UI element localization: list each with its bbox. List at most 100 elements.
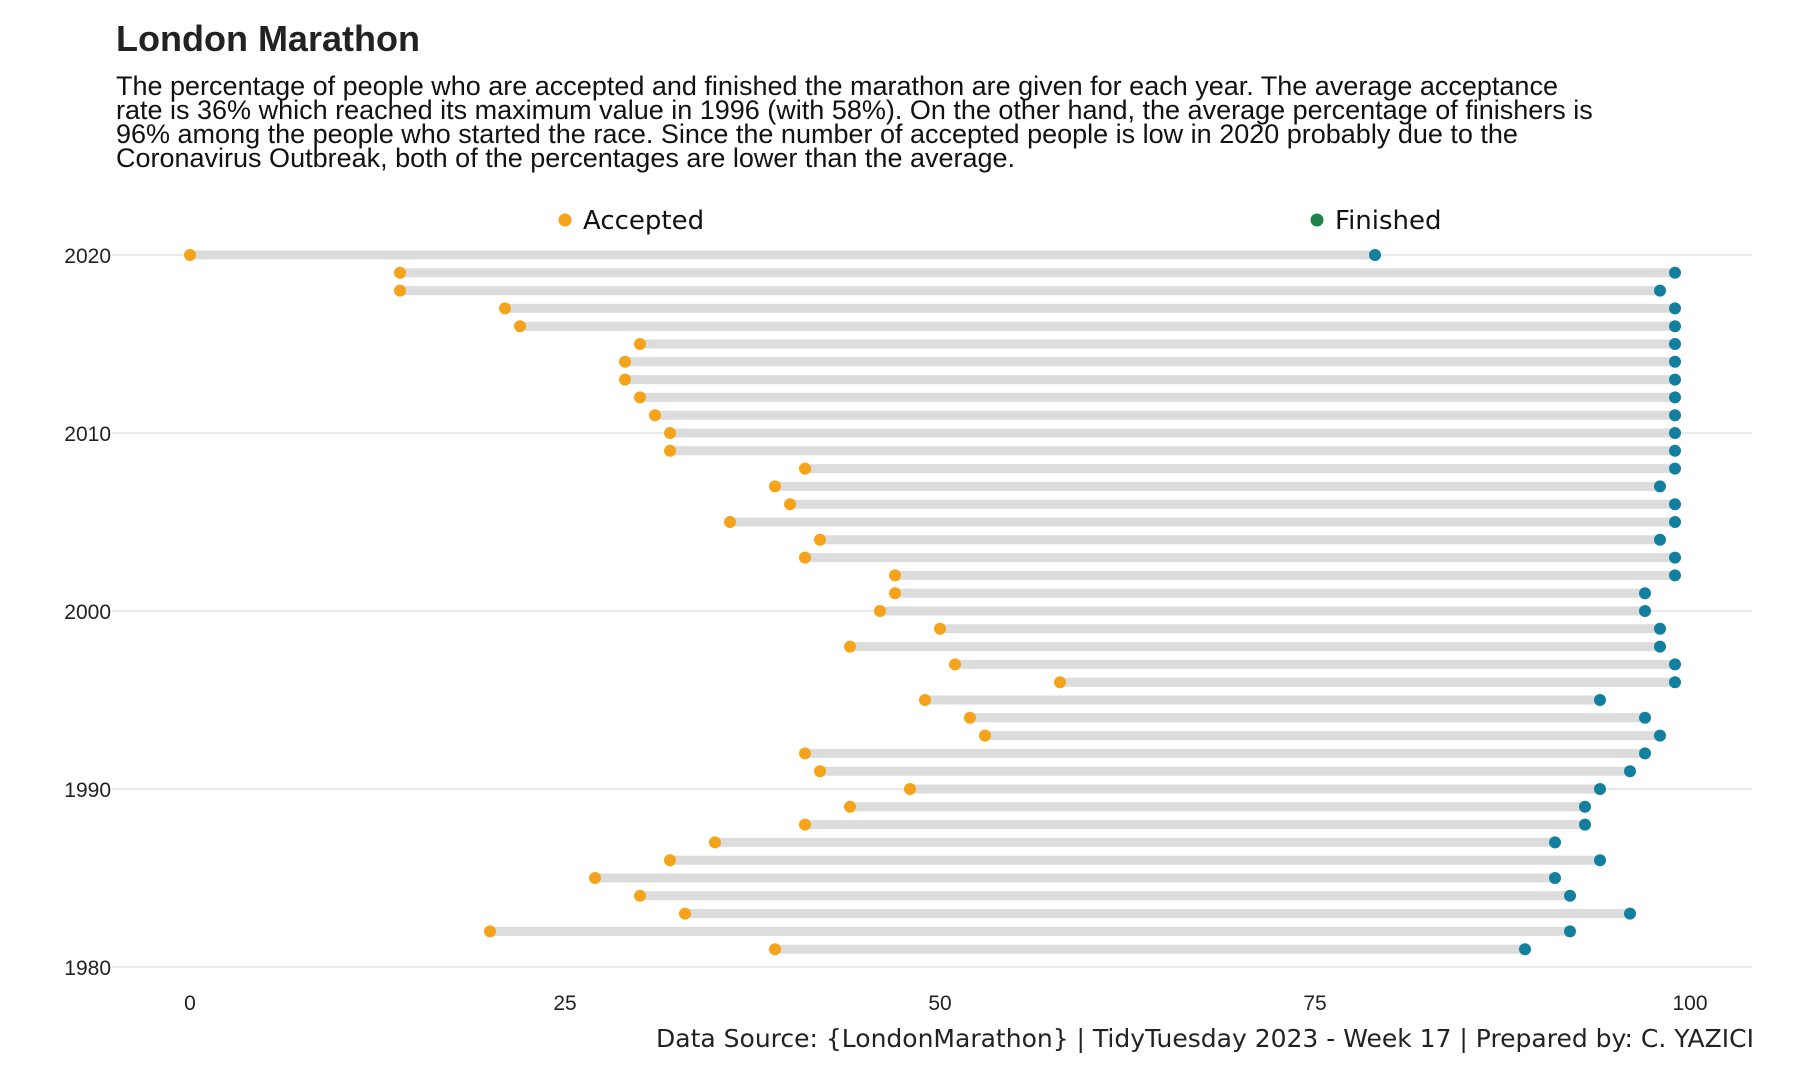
finished-point-2007: [1654, 480, 1666, 493]
accepted-point-1999: [934, 622, 946, 635]
finished-point-1994: [1639, 711, 1651, 724]
accepted-point-1991: [814, 765, 826, 778]
accepted-point-2012: [634, 391, 646, 404]
finished-point-1982: [1564, 925, 1576, 938]
finished-point-2013: [1669, 373, 1681, 386]
finished-point-2001: [1639, 587, 1651, 600]
finished-point-1993: [1654, 729, 1666, 742]
finished-point-2018: [1654, 284, 1666, 297]
accepted-point-2015: [634, 338, 646, 350]
finished-point-1995: [1594, 694, 1606, 706]
accepted-point-2016: [514, 320, 526, 333]
accepted-point-2018: [394, 284, 406, 297]
finished-point-2017: [1669, 302, 1681, 315]
accepted-point-1995: [919, 694, 931, 706]
accepted-point-1997: [949, 658, 961, 671]
legend-label-finished: Finished: [1335, 206, 1442, 236]
x-tick-label-75: 75: [1303, 992, 1326, 1015]
accepted-point-1985: [589, 872, 601, 884]
accepted-point-2014: [619, 355, 631, 368]
finished-point-1999: [1654, 622, 1666, 635]
accepted-point-2017: [499, 302, 511, 315]
accepted-point-2001: [889, 587, 901, 600]
finished-point-2010: [1669, 427, 1681, 439]
finished-point-1990: [1594, 783, 1606, 795]
accepted-point-1998: [844, 640, 856, 653]
y-tick-label-1990: 1990: [64, 779, 111, 802]
accepted-point-1994: [964, 711, 976, 724]
x-tick-label-50: 50: [928, 992, 951, 1015]
accepted-point-2011: [649, 409, 661, 422]
accepted-point-2003: [799, 551, 811, 564]
accepted-point-1986: [664, 854, 676, 867]
finished-point-1986: [1594, 854, 1606, 867]
finished-point-2006: [1669, 498, 1681, 511]
accepted-point-1992: [799, 747, 811, 760]
chart-title: London Marathon: [116, 18, 420, 59]
accepted-point-1984: [634, 889, 646, 902]
accepted-point-2019: [394, 266, 406, 279]
accepted-point-1990: [904, 783, 916, 795]
finished-point-2014: [1669, 355, 1681, 368]
accepted-point-2008: [799, 462, 811, 475]
finished-point-1984: [1564, 889, 1576, 902]
accepted-point-1981: [769, 943, 781, 956]
finished-point-2016: [1669, 320, 1681, 333]
finished-point-1987: [1549, 836, 1561, 849]
legend-swatch-finished: [1310, 213, 1324, 227]
accepted-point-1987: [709, 836, 721, 849]
y-tick-label-2020: 2020: [64, 245, 111, 268]
accepted-point-2000: [874, 605, 886, 617]
y-tick-label-1980: 1980: [64, 957, 111, 980]
finished-point-1988: [1579, 818, 1591, 831]
accepted-point-2007: [769, 480, 781, 493]
finished-point-1983: [1624, 907, 1636, 920]
legend: Accepted Finished: [558, 206, 1442, 236]
chart-subtitle: The percentage of people who are accepte…: [116, 71, 1593, 173]
x-tick-label-25: 25: [553, 992, 576, 1015]
finished-point-1997: [1669, 658, 1681, 671]
finished-point-2009: [1669, 444, 1681, 457]
accepted-point-1989: [844, 800, 856, 813]
accepted-point-2010: [664, 427, 676, 439]
finished-point-1981: [1519, 943, 1531, 956]
finished-point-1989: [1579, 800, 1591, 813]
accepted-point-1988: [799, 818, 811, 831]
finished-point-2015: [1669, 338, 1681, 350]
finished-point-1998: [1654, 640, 1666, 653]
finished-point-1992: [1639, 747, 1651, 760]
accepted-point-2020: [184, 249, 196, 261]
accepted-point-2005: [724, 516, 736, 528]
accepted-point-2009: [664, 444, 676, 457]
finished-point-1996: [1669, 676, 1681, 689]
finished-point-2005: [1669, 516, 1681, 528]
accepted-point-1982: [484, 925, 496, 938]
finished-point-2003: [1669, 551, 1681, 564]
y-tick-label-2010: 2010: [64, 423, 111, 446]
segment-layer: [190, 250, 1675, 954]
accepted-point-2013: [619, 373, 631, 386]
finished-point-2020: [1369, 249, 1381, 261]
finished-point-2004: [1654, 533, 1666, 546]
finished-point-2011: [1669, 409, 1681, 422]
finished-point-2000: [1639, 605, 1651, 617]
accepted-point-1993: [979, 729, 991, 742]
axis-layer: 1980 1990 2000 2010 2020 0 25 50 75 100: [64, 245, 1707, 1015]
x-tick-label-0: 0: [184, 992, 196, 1015]
accepted-point-2006: [784, 498, 796, 511]
dumbbell-chart: 1980 1990 2000 2010 2020 0 25 50 75 100 Accepted F…: [64, 206, 1752, 1015]
finished-point-2008: [1669, 462, 1681, 475]
legend-swatch-accepted: [558, 213, 572, 227]
data-source-caption: Data Source: {LondonMarathon} | TidyTues…: [656, 1024, 1754, 1053]
finished-point-2002: [1669, 569, 1681, 582]
finished-point-1991: [1624, 765, 1636, 778]
legend-label-accepted: Accepted: [583, 206, 704, 236]
accepted-point-1983: [679, 907, 691, 920]
accepted-point-2002: [889, 569, 901, 582]
accepted-point-2004: [814, 533, 826, 546]
finished-point-2019: [1669, 266, 1681, 279]
accepted-point-1996: [1054, 676, 1066, 689]
point-layer: [184, 249, 1681, 956]
finished-point-2012: [1669, 391, 1681, 404]
finished-point-1985: [1549, 872, 1561, 884]
